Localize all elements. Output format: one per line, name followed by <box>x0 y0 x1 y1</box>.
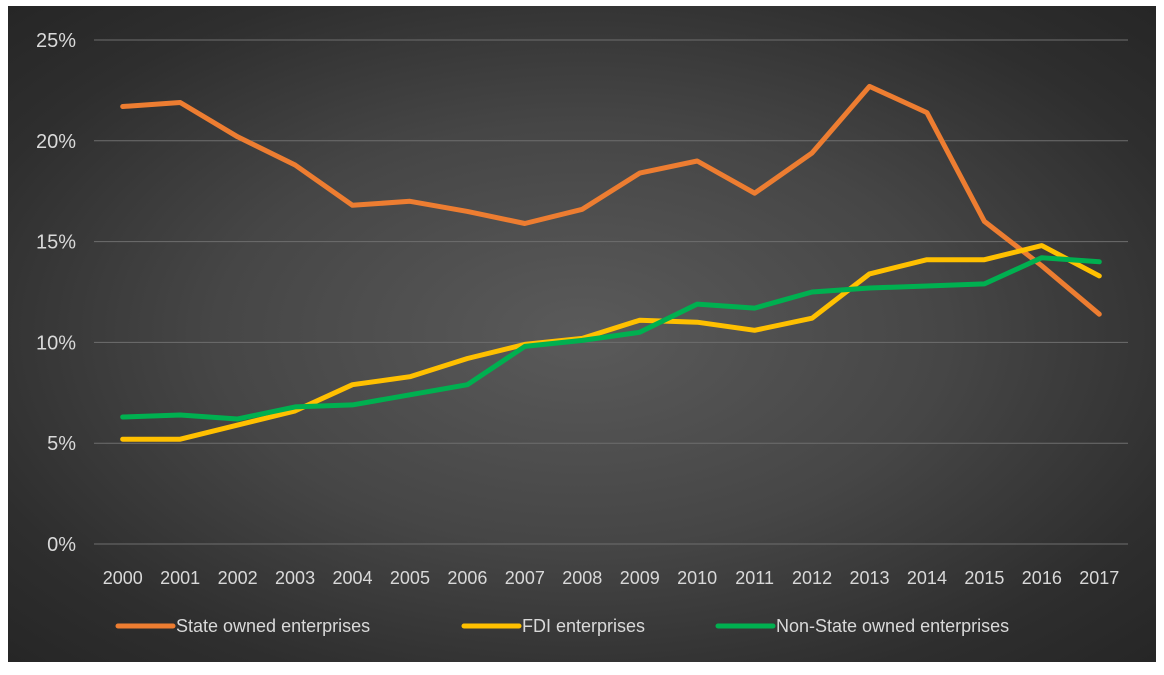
legend-label: Non-State owned enterprises <box>776 616 1009 636</box>
y-tick-label: 25% <box>36 30 76 52</box>
y-tick-label: 5% <box>47 433 76 455</box>
x-tick-label: 2004 <box>332 568 372 588</box>
y-axis-ticks: 0% 5% 10% 15% 20% 25% <box>36 30 76 556</box>
x-tick-label: 2006 <box>447 568 487 588</box>
y-tick-label: 0% <box>47 534 76 556</box>
legend-label: State owned enterprises <box>176 616 370 636</box>
x-tick-label: 2013 <box>849 568 889 588</box>
x-tick-label: 2015 <box>964 568 1004 588</box>
x-tick-label: 2012 <box>792 568 832 588</box>
x-tick-label: 2007 <box>505 568 545 588</box>
chart-area: 0% 5% 10% 15% 20% 25% 2000 2001 2002 2003 2004 200… <box>8 6 1156 662</box>
y-tick-label: 15% <box>36 232 76 254</box>
series-line-3 <box>120 255 1102 422</box>
x-tick-label: 2011 <box>735 568 774 588</box>
x-tick-label: 2005 <box>390 568 430 588</box>
legend: State owned enterprises FDI enterprises No… <box>115 616 1009 636</box>
x-tick-label: 2010 <box>677 568 717 588</box>
y-tick-label: 10% <box>36 332 76 354</box>
x-tick-label: 2017 <box>1079 568 1119 588</box>
series-line-2 <box>120 243 1102 442</box>
y-tick-label: 20% <box>36 131 76 153</box>
gridlines <box>94 39 1128 545</box>
line-chart: 0%5%10%15%20%25% 2000 2001 2002 2003 2004 200… <box>36 30 1128 636</box>
x-tick-label: 2008 <box>562 568 602 588</box>
x-tick-label: 2014 <box>907 568 947 588</box>
series-line-1 <box>120 83 1102 317</box>
x-tick-label: 2016 <box>1022 568 1062 588</box>
x-tick-label: 2001 <box>160 568 200 588</box>
legend-label: FDI enterprises <box>522 616 645 636</box>
x-tick-label: 2003 <box>275 568 315 588</box>
x-axis-ticks: 2000 2001 2002 2003 2004 2005 2006 2007 2008 2009… <box>103 568 1120 588</box>
x-tick-label: 2000 <box>103 568 143 588</box>
x-tick-label: 2009 <box>620 568 660 588</box>
series-lines <box>120 83 1102 442</box>
x-tick-label: 2002 <box>218 568 258 588</box>
